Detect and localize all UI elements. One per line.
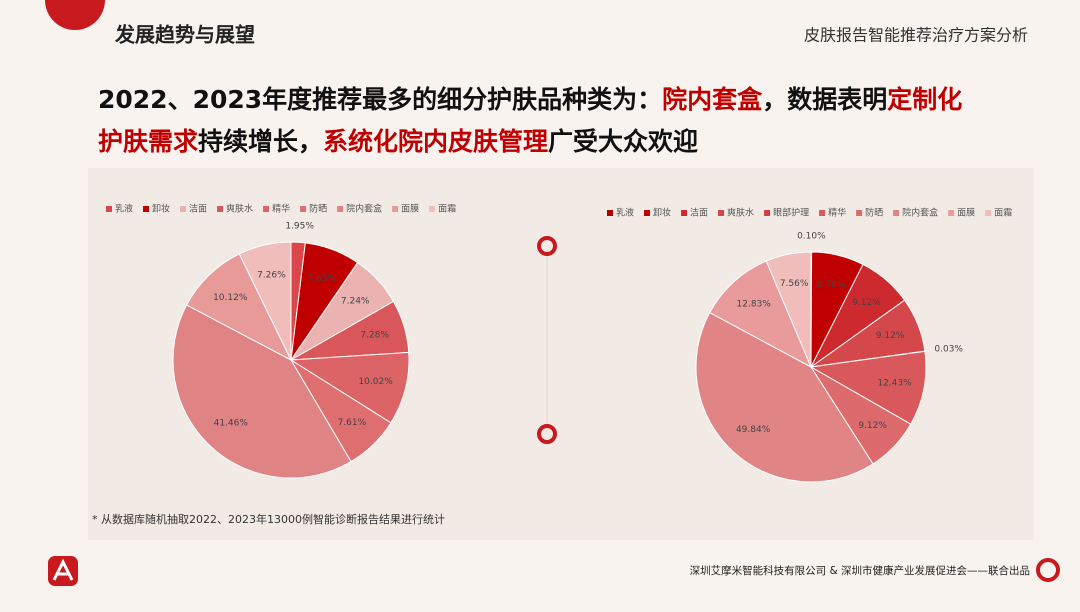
data-label: 49.84% bbox=[736, 425, 771, 435]
data-label: 7.65% bbox=[308, 274, 337, 284]
legend-swatch bbox=[819, 210, 826, 216]
headline-highlight: 定制化 bbox=[887, 85, 962, 114]
pie-slice bbox=[695, 311, 874, 483]
legend-swatch bbox=[392, 206, 399, 212]
legend-swatch bbox=[856, 210, 863, 216]
data-label: 7.28% bbox=[360, 330, 389, 340]
headline-text: ，数据表明 bbox=[762, 85, 887, 114]
legend-label: 精华 bbox=[272, 203, 290, 215]
data-label: 9.12% bbox=[858, 421, 887, 431]
legend-label: 卸妆 bbox=[653, 207, 671, 219]
legend-swatch bbox=[681, 210, 688, 216]
data-label: 1.95% bbox=[285, 222, 314, 232]
legend-label: 防晒 bbox=[865, 207, 883, 219]
headline: 护肤需求持续增长，系统化院内皮肤管理广受大众欢迎 bbox=[98, 127, 698, 156]
legend-swatch bbox=[106, 206, 112, 212]
legend-label: 乳液 bbox=[115, 203, 133, 215]
legend-label: 面霜 bbox=[994, 208, 1012, 219]
deck-subtitle: 皮肤报告智能推荐治疗方案分析 bbox=[804, 26, 1028, 45]
legend-swatch bbox=[764, 210, 771, 216]
legend-label: 面膜 bbox=[401, 204, 419, 215]
data-label: 7.56% bbox=[780, 279, 809, 289]
data-label: 10.12% bbox=[213, 293, 248, 303]
headline-text: 持续增长， bbox=[198, 127, 323, 156]
legend-label: 洁面 bbox=[690, 207, 708, 219]
section-title: 发展趋势与展望 bbox=[114, 23, 255, 47]
data-label: 7.26% bbox=[257, 270, 286, 280]
legend-label: 爽肤水 bbox=[727, 207, 754, 219]
legend-swatch bbox=[180, 206, 187, 212]
data-label: 0.10% bbox=[797, 232, 826, 242]
data-label: 9.12% bbox=[876, 331, 905, 341]
legend-swatch bbox=[429, 206, 436, 212]
pie-slice bbox=[289, 351, 410, 424]
headline: 2022、2023年度推荐最多的细分护肤品种类为：院内套盒，数据表明定制化 bbox=[98, 85, 962, 114]
legend-swatch bbox=[607, 210, 613, 216]
headline-text: 2022、2023年度推荐最多的细分护肤品种类为： bbox=[98, 85, 662, 114]
headline-highlight: 院内套盒 bbox=[662, 85, 763, 114]
legend-label: 乳液 bbox=[616, 207, 634, 219]
divider-ring bbox=[537, 236, 557, 256]
data-label: 12.43% bbox=[877, 379, 912, 389]
data-label: 7.61% bbox=[338, 418, 367, 428]
legend-swatch bbox=[217, 206, 224, 212]
data-label: 0.03% bbox=[934, 345, 963, 355]
data-label: 9.12% bbox=[852, 298, 881, 308]
legend-swatch bbox=[337, 206, 344, 212]
legend-swatch bbox=[948, 210, 955, 216]
legend-label: 精华 bbox=[828, 207, 846, 219]
legend-swatch bbox=[893, 210, 900, 216]
data-label: 7.24% bbox=[341, 296, 370, 306]
legend-label: 眼部护理 bbox=[773, 207, 809, 219]
headline-highlight: 护肤需求 bbox=[98, 127, 198, 156]
legend-label: 面霜 bbox=[438, 204, 456, 215]
pie-slice bbox=[809, 350, 927, 425]
legend-swatch bbox=[143, 206, 150, 212]
footer-credit: 深圳艾摩米智能科技有限公司 & 深圳市健康产业发展促进会——联合出品 bbox=[690, 564, 1030, 577]
legend-label: 卸妆 bbox=[152, 203, 170, 215]
pie-slice bbox=[172, 304, 352, 479]
pie-slice bbox=[765, 251, 812, 368]
pie-slice bbox=[709, 260, 813, 369]
legend-swatch bbox=[718, 210, 725, 216]
legend-label: 院内套盒 bbox=[346, 203, 382, 215]
legend-swatch bbox=[263, 206, 270, 212]
legend-label: 爽肤水 bbox=[226, 203, 253, 215]
data-label: 41.46% bbox=[214, 419, 249, 429]
data-label: 12.83% bbox=[737, 300, 772, 310]
data-label: 8.78% bbox=[817, 280, 846, 290]
footer-ring bbox=[1036, 558, 1060, 582]
footnote: * 从数据库随机抽取2022、2023年13000例智能诊断报告结果进行统计 bbox=[92, 512, 445, 526]
pie-slice bbox=[238, 241, 292, 361]
pie-slice bbox=[185, 253, 293, 362]
legend-swatch bbox=[985, 210, 992, 216]
legend-swatch bbox=[644, 210, 651, 216]
legend-label: 院内套盒 bbox=[902, 207, 938, 219]
legend-label: 面膜 bbox=[957, 208, 975, 219]
headline-text: 广受大众欢迎 bbox=[548, 127, 698, 156]
legend-swatch bbox=[300, 206, 307, 212]
divider-ring bbox=[537, 424, 557, 444]
headline-highlight: 系统化院内皮肤管理 bbox=[323, 127, 548, 156]
logo-mark bbox=[52, 558, 74, 581]
legend-label: 防晒 bbox=[309, 203, 327, 215]
corner-decor bbox=[45, 0, 105, 30]
data-label: 10.02% bbox=[358, 377, 393, 387]
legend-label: 洁面 bbox=[189, 203, 207, 215]
